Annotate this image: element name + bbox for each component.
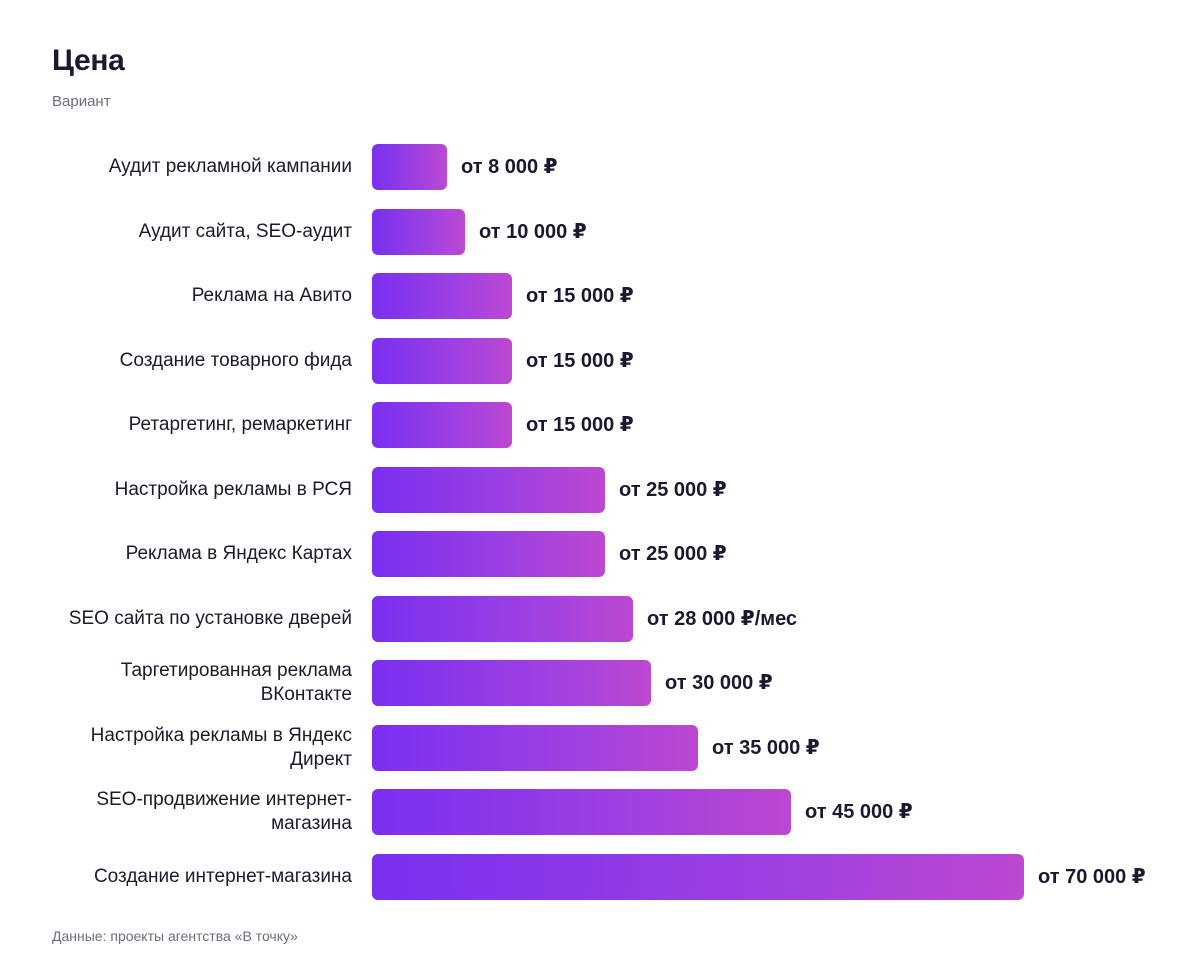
category-label: SEO сайта по установке дверей: [68, 608, 352, 629]
bar: [372, 725, 698, 771]
category-label: Реклама в Яндекс Картах: [125, 543, 352, 564]
value-label: от 15 000 ₽: [526, 414, 634, 436]
bar: [372, 273, 512, 319]
value-label: от 35 000 ₽: [712, 737, 820, 759]
value-label: от 8 000 ₽: [461, 156, 558, 178]
bar: [372, 144, 447, 190]
category-label: Аудит рекламной кампании: [108, 156, 352, 177]
chart-source: Данные: проекты агентства «В точку»: [52, 928, 298, 944]
bar: [372, 338, 512, 384]
chart-title: Цена: [52, 44, 125, 77]
category-label: Создание товарного фида: [119, 350, 352, 371]
chart-subtitle: Вариант: [52, 93, 111, 110]
bar: [372, 596, 633, 642]
category-label: Аудит сайта, SEO-аудит: [138, 221, 352, 242]
value-label: от 45 000 ₽: [805, 801, 913, 823]
value-label: от 10 000 ₽: [479, 221, 587, 243]
category-label: Создание интернет-магазина: [93, 866, 352, 887]
bar: [372, 209, 465, 255]
value-label: от 15 000 ₽: [526, 285, 634, 307]
category-label: Настройка рекламы в РСЯ: [114, 479, 352, 500]
category-label: SEO-продвижение интернет-магазина: [96, 789, 352, 834]
bar: [372, 854, 1024, 900]
value-label: от 70 000 ₽: [1038, 866, 1146, 888]
bar: [372, 789, 791, 835]
value-label: от 25 000 ₽: [619, 479, 727, 501]
bar: [372, 402, 512, 448]
value-label: от 30 000 ₽: [665, 672, 773, 694]
category-label: Реклама на Авито: [191, 285, 352, 306]
value-label: от 15 000 ₽: [526, 350, 634, 372]
bar: [372, 531, 605, 577]
category-label: Настройка рекламы в Яндекс Директ: [90, 725, 352, 770]
value-label: от 28 000 ₽/мес: [647, 608, 798, 630]
category-label: Таргетированная реклама ВКонтакте: [120, 660, 352, 705]
bar: [372, 660, 651, 706]
value-label: от 25 000 ₽: [619, 543, 727, 565]
bar: [372, 467, 605, 513]
category-label: Ретаргетинг, ремаркетинг: [128, 414, 352, 435]
